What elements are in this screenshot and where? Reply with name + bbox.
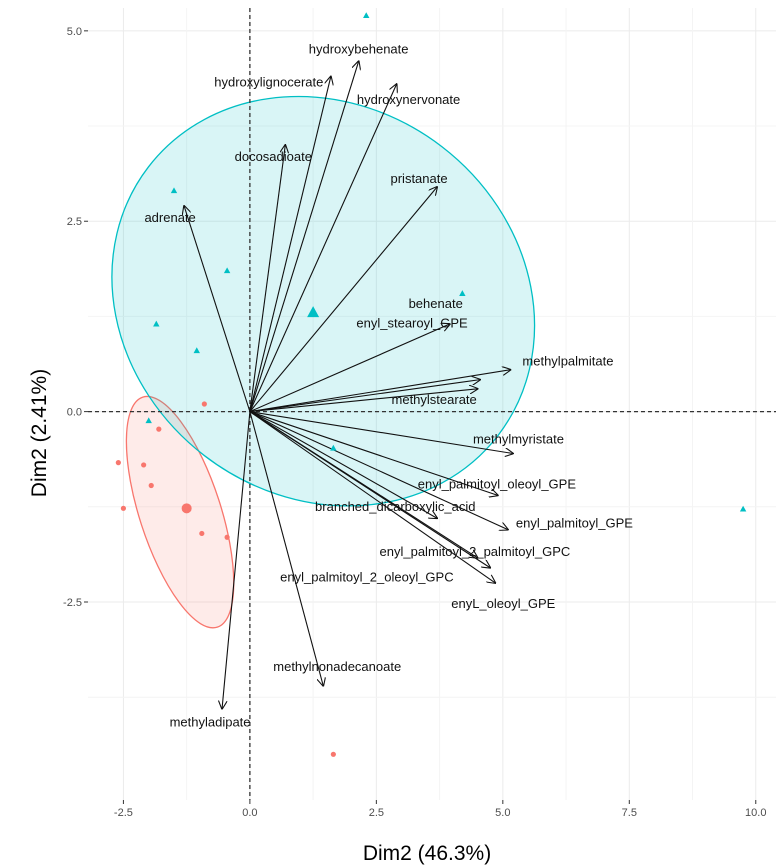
zero-reference-lines [88,8,776,800]
variable-label-methylpalmitate: methylpalmitate [522,354,613,369]
data-point-group-1 [115,460,121,466]
arrow-methyladipate [222,411,251,709]
arrow-hydroxynervonate [249,84,397,412]
arrow-behenate [249,324,450,413]
variable-label-methyladipate: methyladipate [170,715,251,730]
variable-label-hydroxybehenate: hydroxybehenate [309,41,409,56]
x-tick-label: 2.5 [369,807,384,819]
variable-label-docosadioate: docosadioate [235,149,312,164]
data-point-group-1 [156,426,162,432]
data-point-group-1 [141,462,147,468]
data-point-group-1 [120,505,127,511]
y-axis-title: Dim2 (2.41%) [28,369,51,497]
observation-points [115,12,747,757]
axes: -2.5 0.0 2.5 5.0 7.5 10.0 -2.5 0.0 2.5 5.0 [63,26,766,819]
arrow-enyl_palmitoyl_oleoyl_GPE [249,411,498,496]
data-point-group-1 [224,534,230,540]
data-point-group-2 [153,320,160,327]
arrow-methylpalmitate [249,370,511,413]
data-point-group-2 [145,417,152,424]
data-point-group-2 [363,12,370,19]
variable-label-behenate: behenate [409,296,463,311]
variable-label-methylstearate: methylstearate [392,392,477,407]
variable-label-methylnonadecanoate: methylnonadecanoate [273,659,401,674]
arrow-enyl_palmitoyl_GPE [249,411,508,530]
data-point-group-2 [330,444,337,451]
variable-labels: hydroxybehenate hydroxylignocerate hydroxy… [144,41,633,729]
y-tick-label: -2.5 [63,597,82,609]
variable-label-enyl_palmitoyl_2_palmitoyl_GPC: enyl_palmitoyl_2_palmitoyl_GPC [380,544,571,559]
arrow-branched_dicarboxylic_acid [249,411,437,519]
arrow-hydroxybehenate [249,61,359,412]
x-tick-label: 0.0 [242,807,257,819]
x-tick-label: 7.5 [622,807,637,819]
variable-label-hydroxynervonate: hydroxynervonate [357,92,460,107]
arrow-enyl_stearoyl_GPE [249,380,480,413]
data-point-group-2 [170,187,178,194]
arrow-methylmyristate [249,411,513,454]
y-tick-label: 2.5 [67,216,82,228]
x-tick-label: 10.0 [745,807,766,819]
arrow-pristanate [249,187,437,412]
data-point-group-1 [148,482,154,489]
arrow-methylnonadecanoate [249,411,323,686]
variable-label-enyl_palmitoyl_GPE: enyl_palmitoyl_GPE [516,516,633,531]
confidence-ellipse-group-1 [125,395,235,629]
y-tick-label: 5.0 [67,26,82,38]
data-point-group-2 [739,505,747,512]
centroid-group-2 [307,306,320,318]
variable-label-pristanate: pristanate [391,171,448,186]
confidence-ellipses [111,95,536,629]
variable-arrows [184,61,513,708]
arrow-adrenate [184,206,251,412]
grid-lines [88,8,776,800]
arrow-methylstearate [249,389,478,413]
y-tick-label: 0.0 [67,407,82,419]
centroid-group-1 [181,503,192,514]
arrow-hydroxylignocerate [249,77,331,412]
confidence-ellipse-group-2 [111,95,536,507]
data-point-group-1 [201,401,207,407]
data-point-group-2 [223,267,231,274]
arrow-enyL_oleoyl_GPE [249,411,495,583]
variable-label-enyl_palmitoyl_2_oleoyl_GPC: enyl_palmitoyl_2_oleoyl_GPC [280,570,453,585]
x-tick-label: -2.5 [114,807,133,819]
data-point-group-1 [330,751,336,757]
variable-label-enyL_oleoyl_GPE: enyL_oleoyl_GPE [451,596,555,611]
variable-label-methylmyristate: methylmyristate [473,432,564,447]
x-axis-title: Dim2 (46.3%) [363,842,491,865]
data-point-group-2 [193,347,200,354]
variable-label-enyl_palmitoyl_oleoyl_GPE: enyl_palmitoyl_oleoyl_GPE [418,476,577,491]
variable-label-hydroxylignocerate: hydroxylignocerate [214,75,323,90]
variable-label-branched_dicarboxylic_acid: branched_dicarboxylic_acid [315,499,475,514]
variable-label-adrenate: adrenate [144,210,195,225]
arrow-docosadioate [249,145,285,412]
x-tick-label: 5.0 [495,807,510,819]
arrow-enyl_palmitoyl_2_oleoyl_GPC [249,411,490,568]
data-point-group-1 [199,530,205,537]
data-point-group-2 [459,290,466,296]
variable-label-enyl_stearoyl_GPE: enyl_stearoyl_GPE [356,316,468,331]
